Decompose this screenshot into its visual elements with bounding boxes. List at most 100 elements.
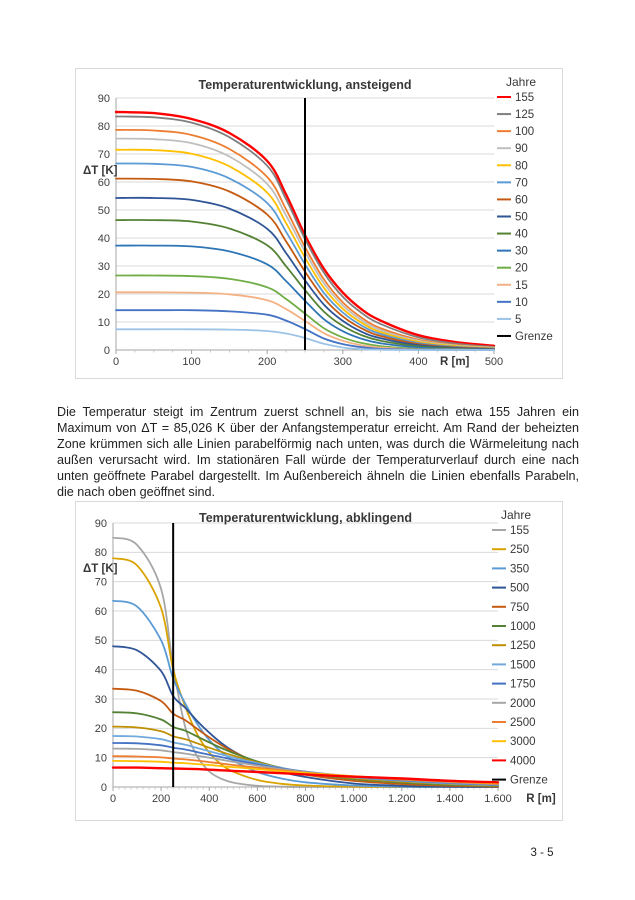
y-tick-label: 50 bbox=[98, 205, 110, 217]
legend-item: 90 bbox=[497, 143, 528, 155]
legend-label: 1500 bbox=[510, 659, 536, 671]
series-line bbox=[115, 244, 495, 351]
y-tick-label: 80 bbox=[98, 121, 110, 133]
legend-item: 100 bbox=[497, 126, 534, 138]
legend-item: 500 bbox=[492, 583, 529, 595]
legend-item: 50 bbox=[497, 211, 528, 223]
legend-label: 125 bbox=[515, 109, 534, 121]
legend-item: 125 bbox=[497, 109, 534, 121]
x-tick-label: 200 bbox=[152, 793, 170, 805]
y-tick-label: 90 bbox=[95, 518, 107, 530]
legend-label: 30 bbox=[515, 246, 528, 258]
legend-item: 4000 bbox=[492, 755, 536, 767]
x-axis-label: R [m] bbox=[526, 793, 556, 805]
gridlines bbox=[113, 522, 498, 759]
legend-item: 40 bbox=[497, 229, 528, 241]
series-line bbox=[115, 128, 495, 349]
legend-label: 1000 bbox=[510, 621, 536, 633]
series-line bbox=[112, 747, 499, 786]
x-tick-label: 1.600 bbox=[484, 793, 512, 805]
legend-label: 70 bbox=[515, 177, 528, 189]
legend-label: Grenze bbox=[510, 775, 548, 787]
legend-item: 3000 bbox=[492, 736, 536, 748]
chart-svg: 0 100 200 300 400 500 0 10 20 30 40 50 60 70 80 90 Tempe… bbox=[83, 75, 553, 368]
legend-item: 30 bbox=[497, 246, 528, 258]
legend-item: 80 bbox=[497, 160, 528, 172]
y-tick-label: 0 bbox=[104, 345, 110, 357]
chart-abklingend: 0 200 400 600 800 1.000 1.200 1.400 1.600 0 10 20 30… bbox=[75, 501, 563, 821]
y-tick-label: 30 bbox=[98, 261, 110, 273]
legend-title: Jahre bbox=[501, 508, 531, 522]
y-tick-label: 30 bbox=[95, 694, 107, 706]
legend-item: 250 bbox=[492, 544, 529, 556]
series-line bbox=[115, 196, 495, 351]
y-tick-label: 40 bbox=[95, 664, 107, 676]
page-number: 3 - 5 bbox=[530, 847, 554, 859]
x-axis-label: R [m] bbox=[440, 356, 470, 368]
legend-item: 70 bbox=[497, 177, 528, 189]
legend-item: 2000 bbox=[492, 698, 536, 710]
legend-item: 155 bbox=[492, 525, 529, 537]
body-paragraph: Die Temperatur steigt im Zentrum zuerst … bbox=[57, 404, 579, 500]
x-tick-label: 1.200 bbox=[388, 793, 416, 805]
series-line bbox=[112, 645, 499, 788]
legend-item: 1250 bbox=[492, 640, 536, 652]
legend-label: 60 bbox=[515, 194, 528, 206]
legend-label: 5 bbox=[515, 314, 521, 326]
legend-label: 2500 bbox=[510, 717, 536, 729]
y-tick-label: 60 bbox=[95, 606, 107, 618]
y-tick-label: 0 bbox=[101, 782, 107, 794]
legend-item: 1000 bbox=[492, 621, 536, 633]
legend-label: 155 bbox=[510, 525, 529, 537]
x-ticks bbox=[115, 350, 495, 354]
legend-label: 90 bbox=[515, 143, 528, 155]
tick-labels: 0 200 400 600 800 1.000 1.200 1.400 1.600 0 10 20 30… bbox=[95, 518, 512, 805]
y-tick-label: 60 bbox=[98, 177, 110, 189]
legend-label: 10 bbox=[515, 297, 528, 309]
legend-item: Grenze bbox=[497, 331, 553, 343]
x-ticks bbox=[112, 787, 499, 791]
legend-label: 20 bbox=[515, 263, 528, 275]
series-line bbox=[115, 137, 495, 349]
x-tick-label: 1.400 bbox=[436, 793, 464, 805]
legend: Jahre 155 125 100 90 80 70 60 50 40 30 20 15 10 5 Grenz… bbox=[497, 75, 553, 343]
y-tick-label: 70 bbox=[98, 149, 110, 161]
x-tick-label: 0 bbox=[110, 793, 116, 805]
chart-ansteigend: 0 100 200 300 400 500 0 10 20 30 40 50 60 70 80 90 Tempe… bbox=[75, 68, 563, 379]
legend-item: 20 bbox=[497, 263, 528, 275]
legend-item: 155 bbox=[497, 92, 534, 104]
legend-label: Grenze bbox=[515, 331, 553, 343]
y-axis-label: ΔT [K] bbox=[83, 563, 118, 575]
x-tick-label: 500 bbox=[485, 356, 503, 368]
y-tick-label: 70 bbox=[95, 576, 107, 588]
x-tick-label: 400 bbox=[200, 793, 218, 805]
series-line bbox=[115, 115, 495, 348]
legend-item: Grenze bbox=[492, 775, 548, 787]
series-line bbox=[115, 328, 495, 351]
y-tick-label: 10 bbox=[98, 317, 110, 329]
series-line bbox=[115, 177, 495, 350]
y-axis-label: ΔT [K] bbox=[83, 165, 118, 177]
x-tick-label: 600 bbox=[248, 793, 266, 805]
x-tick-label: 300 bbox=[334, 356, 352, 368]
legend-label: 15 bbox=[515, 280, 528, 292]
series-line bbox=[112, 687, 499, 788]
legend-label: 1250 bbox=[510, 640, 536, 652]
legend-item: 1750 bbox=[492, 679, 536, 691]
legend-item: 750 bbox=[492, 602, 529, 614]
legend-label: 250 bbox=[510, 544, 529, 556]
x-tick-label: 0 bbox=[113, 356, 119, 368]
legend-label: 2000 bbox=[510, 698, 536, 710]
y-tick-label: 20 bbox=[95, 723, 107, 735]
x-tick-label: 200 bbox=[258, 356, 276, 368]
x-tick-label: 400 bbox=[409, 356, 427, 368]
legend-label: 40 bbox=[515, 229, 528, 241]
legend-label: 155 bbox=[515, 92, 534, 104]
series-line bbox=[115, 148, 495, 350]
chart-title: Temperaturentwicklung, ansteigend bbox=[198, 78, 411, 92]
series-line bbox=[112, 742, 499, 786]
series-line bbox=[115, 219, 495, 351]
series-line bbox=[112, 725, 499, 787]
legend-label: 750 bbox=[510, 602, 529, 614]
